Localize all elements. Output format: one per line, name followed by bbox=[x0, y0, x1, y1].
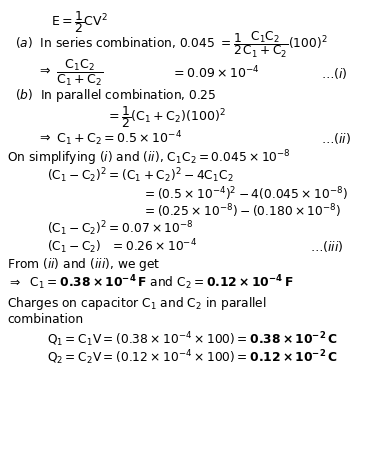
Text: $(\mathrm{C_1}-\mathrm{C_2})^{2} = (\mathrm{C_1}+\mathrm{C_2})^{2}-4\mathrm{C_1C: $(\mathrm{C_1}-\mathrm{C_2})^{2} = (\mat… bbox=[48, 166, 234, 186]
Text: $\Rightarrow\ \dfrac{\mathrm{C_1C_2}}{\mathrm{C_1+C_2}}$: $\Rightarrow\ \dfrac{\mathrm{C_1C_2}}{\m… bbox=[36, 58, 103, 88]
Text: $\ldots(i)$: $\ldots(i)$ bbox=[321, 66, 347, 80]
Text: $(b)$  In parallel combination, 0.25: $(b)$ In parallel combination, 0.25 bbox=[15, 87, 216, 104]
Text: $= \dfrac{1}{2}(\mathrm{C_1}+\mathrm{C_2})(100)^{2}$: $= \dfrac{1}{2}(\mathrm{C_1}+\mathrm{C_2… bbox=[106, 104, 226, 130]
Text: Charges on capacitor $\mathrm{C_1}$ and $\mathrm{C_2}$ in parallel: Charges on capacitor $\mathrm{C_1}$ and … bbox=[7, 295, 267, 312]
Text: $\mathrm{Q_1} = \mathrm{C_1V} = (0.38 \times 10^{-4} \times 100) = \mathbf{0.38 : $\mathrm{Q_1} = \mathrm{C_1V} = (0.38 \t… bbox=[48, 330, 338, 349]
Text: $(a)$  In series combination, 0.045 $= \dfrac{1}{2}\dfrac{\mathrm{C_1C_2}}{\math: $(a)$ In series combination, 0.045 $= \d… bbox=[15, 30, 327, 60]
Text: combination: combination bbox=[7, 313, 83, 326]
Text: $(\mathrm{C_1}-\mathrm{C_2})\;\;\; = 0.26 \times 10^{-4}$: $(\mathrm{C_1}-\mathrm{C_2})\;\;\; = 0.2… bbox=[48, 237, 198, 256]
Text: $(\mathrm{C_1}-\mathrm{C_2})^{2} = 0.07 \times 10^{-8}$: $(\mathrm{C_1}-\mathrm{C_2})^{2} = 0.07 … bbox=[48, 219, 194, 238]
Text: $= (0.5 \times 10^{-4})^{2}-4(0.045 \times 10^{-8})$: $= (0.5 \times 10^{-4})^{2}-4(0.045 \tim… bbox=[142, 185, 348, 203]
Text: $\Rightarrow\ \ \mathrm{C_1} = \mathbf{0.38 \times 10^{-4}\,F}$ and $\mathrm{C_2: $\Rightarrow\ \ \mathrm{C_1} = \mathbf{0… bbox=[7, 273, 294, 292]
Text: $\mathrm{E} = \dfrac{1}{2}\mathrm{CV}^{2}$: $\mathrm{E} = \dfrac{1}{2}\mathrm{CV}^{2… bbox=[51, 9, 108, 35]
Text: From $(ii)$ and $(iii)$, we get: From $(ii)$ and $(iii)$, we get bbox=[7, 256, 161, 273]
Text: $\mathrm{Q_2} = \mathrm{C_2V} = (0.12 \times 10^{-4} \times 100) = \mathbf{0.12 : $\mathrm{Q_2} = \mathrm{C_2V} = (0.12 \t… bbox=[48, 348, 338, 367]
Text: $\ldots(ii)$: $\ldots(ii)$ bbox=[321, 131, 351, 146]
Text: $= (0.25 \times 10^{-8})-(0.180 \times 10^{-8})$: $= (0.25 \times 10^{-8})-(0.180 \times 1… bbox=[142, 202, 341, 220]
Text: On simplifying $(i)$ and $(ii)$, $\mathrm{C_1C_2} = 0.045 \times 10^{-8}$: On simplifying $(i)$ and $(ii)$, $\mathr… bbox=[7, 148, 291, 167]
Text: $\Rightarrow\ \mathrm{C_1}+\mathrm{C_2} = 0.5 \times 10^{-4}$: $\Rightarrow\ \mathrm{C_1}+\mathrm{C_2} … bbox=[36, 129, 182, 148]
Text: $\ldots(iii)$: $\ldots(iii)$ bbox=[310, 239, 344, 254]
Text: $= 0.09 \times 10^{-4}$: $= 0.09 \times 10^{-4}$ bbox=[171, 65, 260, 81]
